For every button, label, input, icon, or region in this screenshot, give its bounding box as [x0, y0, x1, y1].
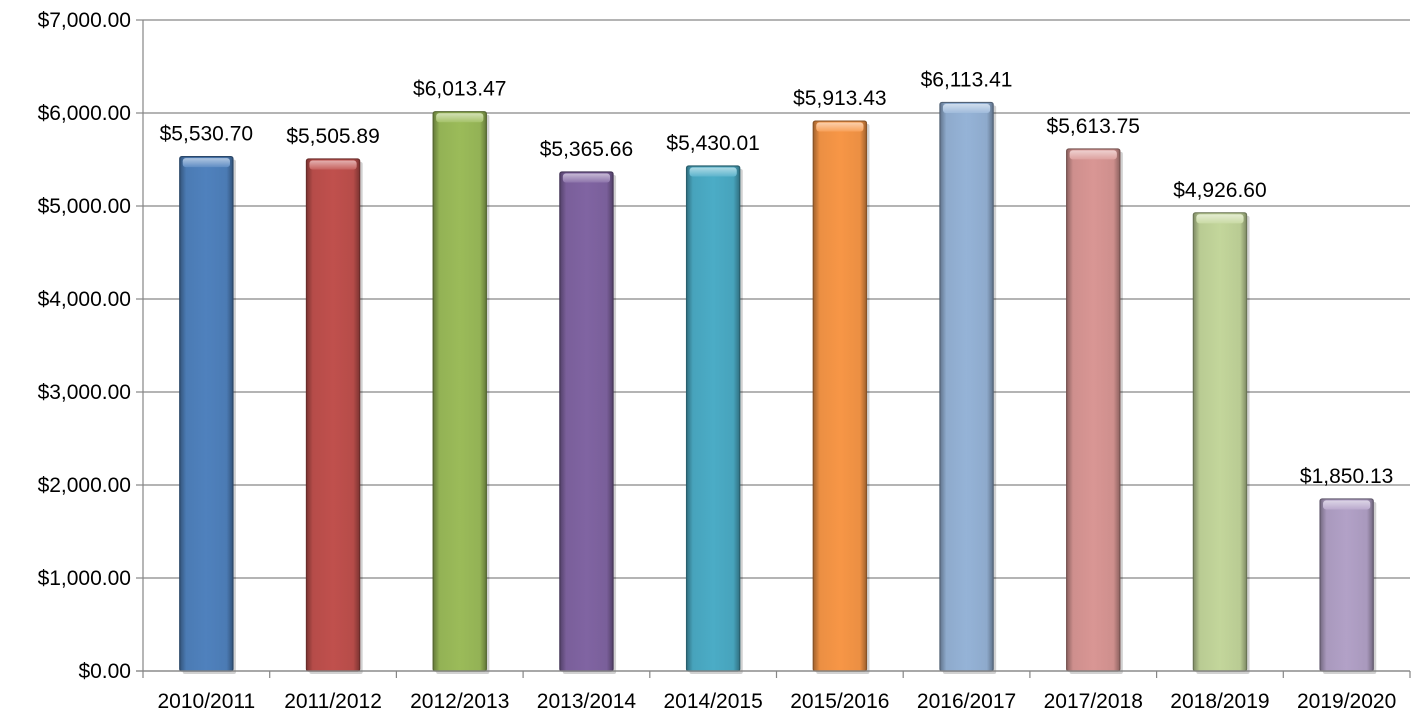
y-tick-label: $6,000.00 [38, 102, 131, 125]
x-tick-label: 2011/2012 [284, 690, 382, 713]
data-label: $5,365.66 [540, 138, 633, 161]
bar-cap [816, 122, 864, 132]
bar [432, 111, 487, 672]
x-tick-label: 2010/2011 [157, 690, 255, 713]
y-tick-label: $4,000.00 [38, 288, 131, 311]
data-label: $5,505.89 [286, 125, 379, 148]
bar-2017-2018 [1066, 148, 1123, 674]
bar-cap [1069, 150, 1117, 160]
x-tick-label: 2012/2013 [410, 690, 509, 713]
bar-cap [942, 103, 991, 113]
bar-cap [182, 158, 230, 168]
data-label: $6,113.41 [921, 68, 1013, 91]
bar-2011-2012 [305, 158, 363, 675]
y-tick-label: $7,000.00 [38, 9, 131, 32]
data-label: $4,926.60 [1173, 179, 1266, 202]
bar-2013-2014 [559, 171, 617, 674]
x-tick-label: 2014/2015 [664, 690, 763, 713]
bar-2012-2013 [432, 111, 490, 674]
bar [1319, 498, 1374, 672]
x-tick-label: 2015/2016 [790, 690, 889, 713]
bar-2018-2019 [1192, 212, 1250, 674]
y-tick-label: $5,000.00 [38, 195, 131, 218]
data-label: $5,430.01 [666, 132, 759, 155]
bar-2015-2016 [812, 120, 870, 674]
data-label: $6,013.47 [413, 78, 506, 101]
bar-cap [1323, 500, 1371, 510]
bar [812, 120, 868, 672]
x-tick-label: 2016/2017 [917, 690, 1016, 713]
bar [179, 156, 234, 672]
data-labels: $5,530.70 $5,505.89 $6,013.47 $5,365.66 $5,4… [160, 68, 1394, 487]
bar-2014-2015 [685, 165, 743, 674]
bar-cap [562, 173, 611, 183]
bar-2010-2011 [179, 156, 236, 674]
bar-cap [1196, 214, 1244, 224]
bar [939, 101, 994, 672]
y-tick-label: $2,000.00 [38, 474, 131, 497]
bar-2019-2020 [1319, 498, 1377, 674]
data-label: $1,850.13 [1300, 465, 1393, 488]
y-tick-label: $1,000.00 [38, 567, 131, 590]
bar-cap [436, 113, 484, 123]
data-label: $5,913.43 [793, 87, 886, 110]
bar-cap [689, 167, 737, 177]
data-label: $5,530.70 [160, 123, 253, 146]
bar-cap [309, 160, 357, 170]
axes: $0.00 $1,000.00 $2,000.00 $3,000.00 $4,000.0… [38, 9, 1411, 713]
bar-2016-2017 [939, 101, 997, 674]
y-tick-label: $3,000.00 [38, 381, 131, 404]
x-tick-label: 2017/2018 [1044, 690, 1143, 713]
x-tick-label: 2019/2020 [1297, 690, 1396, 713]
bar [559, 171, 614, 672]
bar [1066, 148, 1121, 672]
data-label: $5,613.75 [1047, 115, 1140, 138]
x-tick-label: 2018/2019 [1170, 690, 1269, 713]
y-tick-label: $0.00 [78, 660, 131, 683]
bars [179, 101, 1377, 675]
bar [685, 165, 741, 672]
x-tick-label: 2013/2014 [537, 690, 637, 713]
bar [305, 158, 361, 672]
bar [1192, 212, 1248, 672]
